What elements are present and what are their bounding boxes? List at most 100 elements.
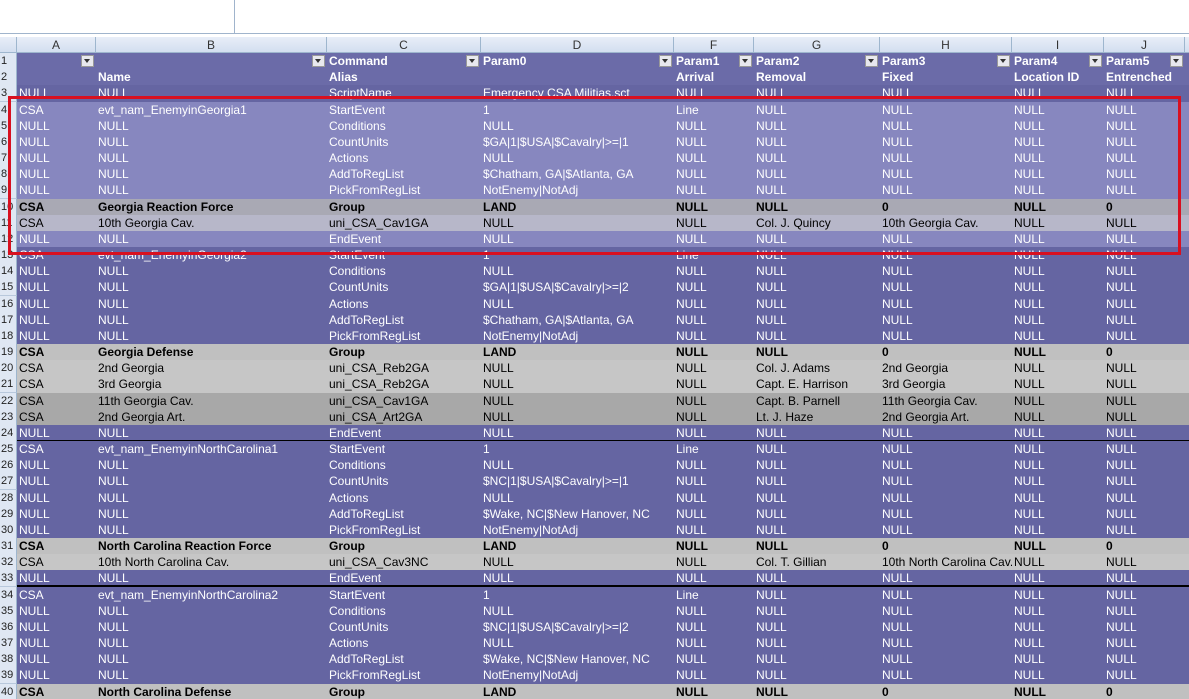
cell: NULL	[756, 199, 788, 214]
cell: NULL	[1014, 231, 1045, 246]
cell: NULL	[756, 458, 787, 473]
cell: evt_nam_EnemyinNorthCarolina1	[98, 442, 279, 457]
cell: NULL	[98, 619, 129, 634]
cell: NULL	[1106, 312, 1137, 327]
column-header[interactable]: J	[1104, 37, 1185, 53]
cell: NULL	[98, 571, 129, 586]
cell: CountUnits	[329, 280, 389, 295]
cell: NULL	[676, 393, 707, 408]
cell: NULL	[19, 296, 50, 311]
row-band	[17, 182, 1189, 200]
cell: NULL	[1014, 102, 1045, 117]
cell: EndEvent	[329, 425, 382, 440]
column-header[interactable]: C	[327, 37, 481, 53]
cell: NULL	[98, 296, 129, 311]
row-number: 26	[0, 457, 17, 475]
cell: NULL	[756, 312, 787, 327]
cell: NULL	[756, 636, 787, 651]
cell: NULL	[19, 151, 50, 166]
cell: NULL	[756, 684, 788, 699]
cell: NULL	[1014, 425, 1045, 440]
row-number: 40	[0, 683, 17, 699]
cell: NULL	[756, 603, 787, 618]
cell: NULL	[1014, 458, 1045, 473]
cell: NULL	[483, 118, 514, 133]
cell: NULL	[19, 118, 50, 133]
cell: NULL	[756, 506, 787, 521]
cell: NULL	[756, 102, 787, 117]
cell: $NC|1|$USA|$Cavalry|>=|2	[483, 619, 629, 634]
cell: NULL	[98, 151, 129, 166]
cell: NULL	[19, 280, 50, 295]
row-band	[17, 457, 1189, 475]
cell: NULL	[676, 603, 707, 618]
cell: Col. J. Adams	[756, 361, 831, 376]
row-band	[17, 554, 1189, 572]
row-band	[17, 247, 1189, 265]
cell: Col. T. Gillian	[756, 555, 827, 570]
cell: NULL	[1014, 393, 1045, 408]
cell: Fixed	[882, 70, 914, 85]
column-header[interactable]: F	[674, 37, 754, 53]
row-number: 24	[0, 424, 17, 442]
cell: NULL	[676, 490, 707, 505]
cell: NULL	[483, 215, 514, 230]
cell: NULL	[882, 134, 913, 149]
row-band	[17, 133, 1189, 151]
cell: NULL	[756, 571, 787, 586]
row-number: 35	[0, 602, 17, 620]
row-number: 34	[0, 586, 17, 604]
cell: Actions	[329, 296, 369, 311]
cell: NULL	[882, 231, 913, 246]
row-band	[17, 166, 1189, 184]
cell: Param3	[882, 54, 926, 68]
cell: NULL	[756, 296, 787, 311]
cell: 2nd Georgia Art.	[98, 409, 186, 424]
row-number: 1	[0, 53, 17, 70]
row-band	[17, 667, 1189, 685]
cell: NULL	[756, 490, 787, 505]
dropdown-arrow	[1092, 59, 1098, 63]
column-header[interactable]: D	[481, 37, 674, 53]
dropdown-arrow	[868, 59, 874, 63]
cell: NULL	[1106, 231, 1137, 246]
cell: NULL	[676, 328, 707, 343]
row-number: 19	[0, 344, 17, 362]
cell: NULL	[98, 636, 129, 651]
cell: NULL	[98, 167, 129, 182]
cell: CountUnits	[329, 474, 389, 489]
cell: Param1	[676, 54, 720, 68]
cell: NULL	[1106, 183, 1137, 198]
row-band	[17, 602, 1189, 620]
row-band	[17, 538, 1189, 556]
cell: Georgia Defense	[98, 345, 194, 360]
column-header[interactable]: H	[880, 37, 1012, 53]
row-number: 20	[0, 360, 17, 378]
cell: Alias	[329, 70, 358, 85]
cell: NULL	[19, 636, 50, 651]
cell: NULL	[882, 102, 913, 117]
cell: NULL	[756, 248, 787, 263]
cell: NULL	[1014, 603, 1045, 618]
cell: NULL	[676, 264, 707, 279]
cell: NULL	[882, 571, 913, 586]
cell: Line	[676, 442, 699, 457]
cell: CSA	[19, 215, 44, 230]
column-header[interactable]: B	[96, 37, 327, 53]
column-header[interactable]: A	[17, 37, 96, 53]
cell: NULL	[1014, 506, 1045, 521]
column-header[interactable]: G	[754, 37, 880, 53]
row-band	[17, 69, 1189, 87]
cell: NULL	[882, 167, 913, 182]
cell: NULL	[882, 506, 913, 521]
cell: NULL	[1014, 151, 1045, 166]
cell: NULL	[1106, 555, 1137, 570]
column-header[interactable]: I	[1012, 37, 1104, 53]
row-band	[17, 473, 1189, 491]
cell: 0	[1106, 199, 1113, 214]
cell: NULL	[1106, 361, 1137, 376]
cell: NULL	[676, 296, 707, 311]
cell: NULL	[98, 506, 129, 521]
selection-box	[8, 96, 1181, 255]
cell: AddToRegList	[329, 312, 404, 327]
